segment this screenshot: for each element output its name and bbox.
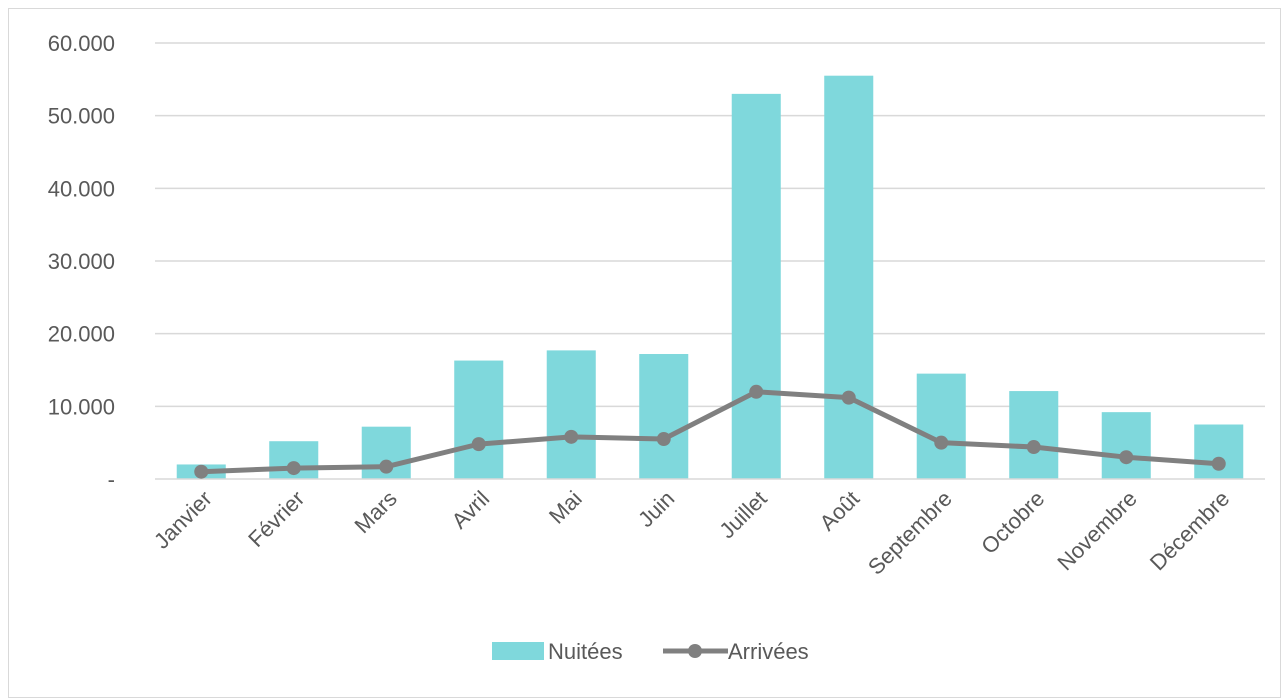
y-tick-label: 20.000 xyxy=(48,322,115,347)
x-tick-label: Septembre xyxy=(863,486,957,580)
y-axis-tick-labels: - 10.000 20.000 30.000 40.000 50.000 60.000 xyxy=(48,31,115,492)
bar-octobre xyxy=(1009,391,1059,479)
bar-avril xyxy=(454,360,504,479)
y-tick-label: 60.000 xyxy=(48,31,115,56)
y-tick-label: 10.000 xyxy=(48,394,115,419)
line-point xyxy=(656,432,671,447)
bar-décembre xyxy=(1194,424,1244,479)
x-tick-label: Mars xyxy=(350,486,402,538)
gridlines xyxy=(155,42,1265,408)
line-series xyxy=(194,384,1226,479)
series-line-path xyxy=(201,389,1219,475)
line-point xyxy=(286,461,301,476)
legend-label-line: Arrivées xyxy=(728,639,809,664)
bar-mai xyxy=(546,350,596,479)
chart-area xyxy=(8,8,1281,698)
x-tick-label: Juin xyxy=(633,486,679,532)
line-point xyxy=(564,429,579,444)
bar-juillet xyxy=(731,93,781,479)
combo-chart: - 10.000 20.000 30.000 40.000 50.000 60.000 Ja… xyxy=(48,31,1265,664)
y-tick-label: 50.000 xyxy=(48,104,115,129)
bar-series xyxy=(176,75,1244,479)
line-point xyxy=(841,390,856,405)
x-tick-label: Octobre xyxy=(976,486,1049,559)
line-point xyxy=(194,464,209,479)
line-point xyxy=(1026,440,1041,455)
bar-juin xyxy=(639,354,689,479)
line-point xyxy=(1119,450,1134,465)
x-tick-label: Août xyxy=(815,486,865,536)
legend-marker-line xyxy=(688,644,702,658)
bar-août xyxy=(824,75,874,479)
legend-label-bar: Nuitées xyxy=(548,639,623,664)
legend: Nuitées Arrivées xyxy=(492,639,809,664)
x-tick-label: Avril xyxy=(447,486,495,534)
y-tick-label: 30.000 xyxy=(48,249,115,274)
y-tick-label: - xyxy=(108,467,115,492)
line-point xyxy=(749,384,764,399)
x-tick-label: Mai xyxy=(544,486,587,529)
x-tick-label: Juillet xyxy=(714,486,771,543)
line-point xyxy=(934,435,949,450)
line-point xyxy=(1211,456,1226,471)
x-tick-label: Janvier xyxy=(149,486,217,554)
bar-novembre xyxy=(1101,412,1151,479)
x-axis-category-labels: Janvier Février Mars Avril Mai Juin Juillet Aoû… xyxy=(149,486,1234,580)
x-tick-label: Décembre xyxy=(1145,486,1234,575)
y-tick-label: 40.000 xyxy=(48,176,115,201)
bar-septembre xyxy=(916,373,966,479)
legend-swatch-bar xyxy=(492,642,544,660)
x-tick-label: Février xyxy=(243,486,309,552)
x-tick-label: Novembre xyxy=(1052,486,1141,575)
line-point xyxy=(379,459,394,474)
line-point xyxy=(471,437,486,452)
